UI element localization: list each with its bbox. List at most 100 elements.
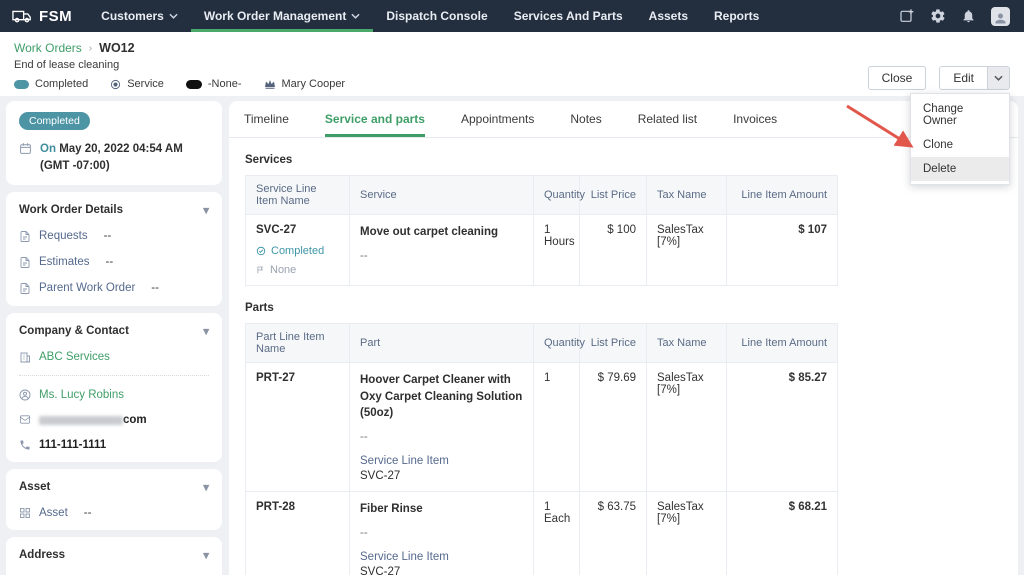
address-card: Address ▾ Territory Colona Service Addre… <box>6 537 222 575</box>
flag-icon <box>256 265 265 275</box>
app-logo[interactable]: FSM <box>0 0 88 32</box>
truck-icon <box>12 9 32 23</box>
record-chips: Completed Service -None- Mary Cooper <box>14 78 1010 90</box>
person-icon <box>19 389 31 401</box>
line-item-amount-cell: $ 85.27 <box>726 361 838 493</box>
edit-dropdown-menu: Change Owner Clone Delete <box>910 93 1010 185</box>
services-table: Service Line Item Name Service Quantity … <box>245 175 838 286</box>
calendar-icon <box>19 142 32 174</box>
field-asset: Asset -- <box>19 507 209 519</box>
tab-timeline[interactable]: Timeline <box>244 112 289 126</box>
building-icon <box>19 351 31 364</box>
company-link[interactable]: ABC Services <box>39 351 110 364</box>
company-contact-card: Company & Contact ▾ ABC Services Ms. Luc… <box>6 313 222 463</box>
main-nav: Customers Work Order Management Dispatch… <box>88 0 772 32</box>
chevron-down-icon <box>351 13 360 19</box>
grid-icon <box>19 507 31 519</box>
collapse-chevron-icon[interactable]: ▾ <box>203 550 209 563</box>
breadcrumb-work-orders-link[interactable]: Work Orders <box>14 41 82 55</box>
brand-text: FSM <box>39 7 73 25</box>
field-estimates: Estimates -- <box>19 256 209 269</box>
collapse-chevron-icon[interactable]: ▾ <box>203 482 209 495</box>
mail-icon <box>19 414 31 425</box>
status-chip: Completed <box>14 78 88 90</box>
part-line-item-name: PRT-28 <box>256 501 295 514</box>
line-item-amount-cell: $ 107 <box>726 214 838 286</box>
tax-name-cell: SalesTax [7%] <box>646 214 727 286</box>
tab-service-and-parts[interactable]: Service and parts <box>324 101 425 137</box>
user-avatar[interactable] <box>991 6 1010 26</box>
document-icon <box>19 256 31 269</box>
edit-dropdown-toggle[interactable] <box>987 67 1009 89</box>
status-card: Completed On May 20, 2022 04:54 AM (GMT … <box>6 101 222 186</box>
record-header: Work Orders › WO12 End of lease cleaning… <box>0 32 1024 96</box>
nav-item-dispatch-console[interactable]: Dispatch Console <box>386 9 488 23</box>
work-order-details-card: Work Order Details ▾ Requests -- Estimat… <box>6 192 222 307</box>
top-navbar: FSM Customers Work Order Management Disp… <box>0 0 1024 32</box>
table-row: SVC-27 Completed None Move out carpet cl… <box>245 214 838 286</box>
nav-item-assets[interactable]: Assets <box>648 9 689 23</box>
services-header-row: Service Line Item Name Service Quantity … <box>245 175 838 215</box>
table-row: PRT-27 Hoover Carpet Cleaner with Oxy Ca… <box>245 361 838 493</box>
redacted-email <box>39 415 123 425</box>
phone-icon <box>19 439 31 451</box>
tab-related-list[interactable]: Related list <box>637 112 698 126</box>
breadcrumb-separator: › <box>88 42 93 54</box>
part-line-item-name: PRT-27 <box>256 372 295 384</box>
line-status: Completed <box>256 245 339 257</box>
service-line-item-name: SVC-27 <box>256 224 297 236</box>
phone-value: 111-111-1111 <box>39 439 107 452</box>
field-parent-work-order: Parent Work Order -- <box>19 282 209 295</box>
section-title: Company & Contact <box>19 325 129 338</box>
edit-split-button: Edit <box>939 66 1010 90</box>
edit-button[interactable]: Edit <box>940 67 987 89</box>
check-circle-icon <box>256 246 266 256</box>
section-title: Address <box>19 549 66 562</box>
status-oval-icon <box>14 79 29 89</box>
contact-link[interactable]: Ms. Lucy Robins <box>39 389 125 402</box>
date-prefix: On <box>40 143 56 155</box>
gear-icon[interactable] <box>930 8 946 24</box>
tax-name-cell: SalesTax [7%] <box>646 361 727 493</box>
date-value: May 20, 2022 04:54 AM (GMT -07:00) <box>40 143 183 172</box>
header-buttons: Close Edit <box>867 66 1010 90</box>
menu-item-clone[interactable]: Clone <box>923 139 954 151</box>
services-section-title: Services <box>245 154 293 166</box>
quantity-cell: 1 <box>533 361 580 493</box>
field-email: com <box>19 414 209 426</box>
bell-icon[interactable] <box>961 8 976 24</box>
table-row: PRT-28 Fiber Rinse -- Service Line Item … <box>245 491 838 575</box>
field-phone: 111-111-1111 <box>19 439 209 451</box>
status-pill: Completed <box>19 112 90 130</box>
parts-header-row: Part Line Item Name Part Quantity List P… <box>245 323 838 363</box>
compose-icon[interactable] <box>899 8 915 24</box>
parts-section-title: Parts <box>245 302 274 314</box>
nav-item-services-and-parts[interactable]: Services And Parts <box>513 9 623 23</box>
list-price-cell: $ 79.69 <box>579 361 647 493</box>
record-subtitle: End of lease cleaning <box>14 59 120 71</box>
crown-icon <box>264 79 276 89</box>
list-price-cell: $ 100 <box>579 214 647 286</box>
collapse-chevron-icon[interactable]: ▾ <box>203 326 209 339</box>
tab-invoices[interactable]: Invoices <box>733 112 778 126</box>
collapse-chevron-icon[interactable]: ▾ <box>203 205 209 218</box>
tax-name-cell: SalesTax [7%] <box>646 491 727 575</box>
breadcrumb: Work Orders › WO12 <box>14 41 1010 55</box>
part-name: Hoover Carpet Cleaner with Oxy Carpet Cl… <box>360 374 523 420</box>
document-icon <box>19 230 31 243</box>
menu-item-delete[interactable]: Delete <box>911 157 1009 181</box>
record-id: WO12 <box>99 41 135 55</box>
close-button[interactable]: Close <box>867 66 927 90</box>
menu-item-change-owner[interactable]: Change Owner <box>923 103 964 127</box>
tab-appointments[interactable]: Appointments <box>460 112 535 126</box>
nav-item-reports[interactable]: Reports <box>714 9 760 23</box>
chevron-down-icon <box>169 13 178 19</box>
priority-swatch-icon <box>185 79 202 89</box>
document-icon <box>19 282 31 295</box>
parts-table: Part Line Item Name Part Quantity List P… <box>245 323 838 575</box>
tab-notes[interactable]: Notes <box>570 112 602 126</box>
field-contact: Ms. Lucy Robins <box>19 389 209 401</box>
nav-item-customers[interactable]: Customers <box>88 0 191 32</box>
nav-item-work-order-management[interactable]: Work Order Management <box>190 0 374 32</box>
line-sub-status: None <box>256 264 339 276</box>
